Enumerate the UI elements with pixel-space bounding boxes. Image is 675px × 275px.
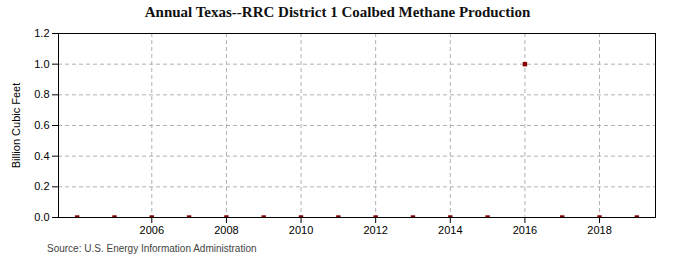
svg-text:2018: 2018	[587, 224, 611, 236]
svg-text:0.4: 0.4	[34, 150, 49, 162]
svg-text:2014: 2014	[438, 224, 462, 236]
svg-text:0.0: 0.0	[34, 211, 49, 223]
svg-text:1.2: 1.2	[34, 27, 49, 39]
svg-text:0.8: 0.8	[34, 88, 49, 100]
html-text:Source: U.S. Energy Informatio: Source: U.S. Energy Information Administ…	[47, 243, 257, 254]
svg-text:0.2: 0.2	[34, 180, 49, 192]
svg-text:0.6: 0.6	[34, 119, 49, 131]
svg-text:2016: 2016	[513, 224, 537, 236]
html-text:Annual Texas--RRC District 1 C: Annual Texas--RRC District 1 Coalbed Met…	[144, 4, 531, 20]
svg-text:Billion Cubic Feet: Billion Cubic Feet	[10, 83, 22, 169]
svg-text:1.0: 1.0	[34, 58, 49, 70]
svg-text:2008: 2008	[214, 224, 238, 236]
svg-text:2010: 2010	[289, 224, 313, 236]
svg-text:2006: 2006	[140, 224, 164, 236]
svg-text:2012: 2012	[363, 224, 387, 236]
